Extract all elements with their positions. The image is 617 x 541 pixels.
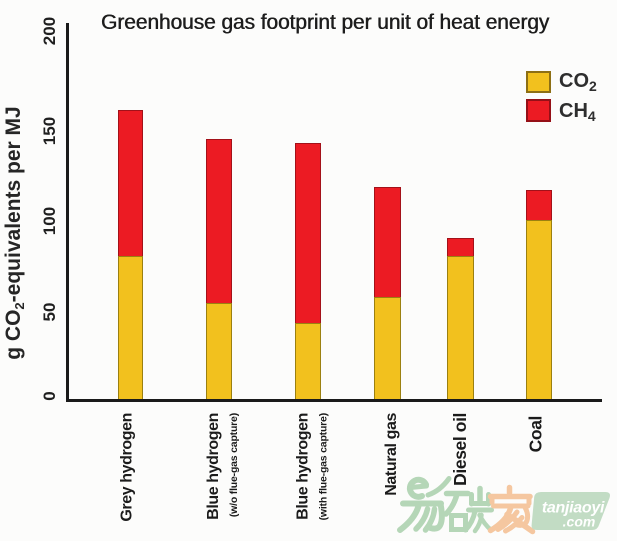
svg-text:.com: .com <box>563 514 596 530</box>
svg-text:tanjiaoyi: tanjiaoyi <box>542 500 605 517</box>
